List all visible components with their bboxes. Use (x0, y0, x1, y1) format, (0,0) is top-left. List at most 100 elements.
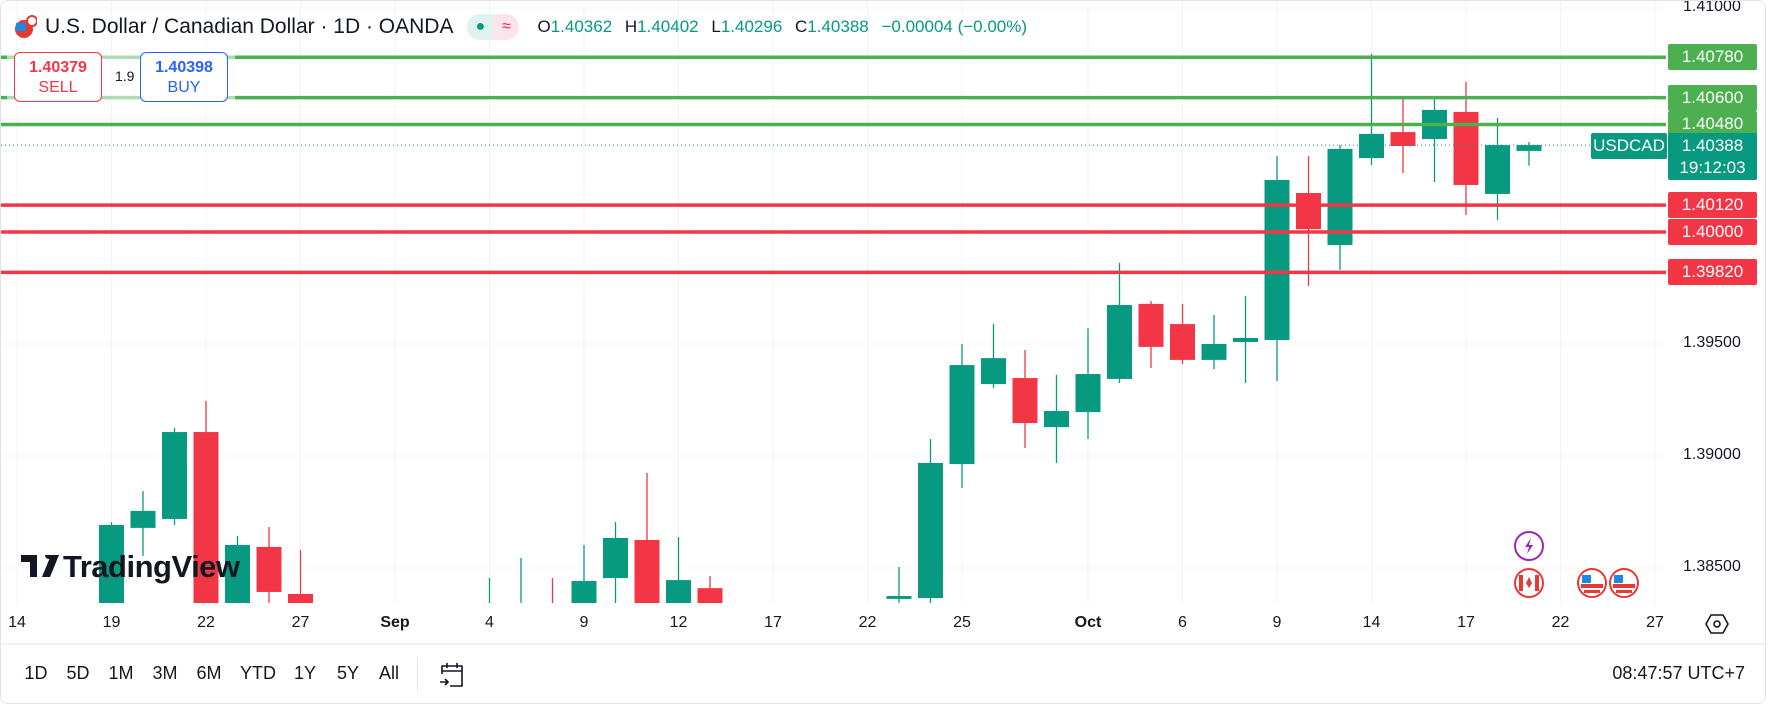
candle-body (162, 432, 187, 519)
candle-body (981, 358, 1006, 385)
candle (634, 473, 660, 603)
high-label: H (624, 17, 638, 36)
candle-body (256, 546, 282, 592)
time-tick-label: 27 (1646, 614, 1664, 631)
range-button-3m[interactable]: 3M (152, 663, 178, 683)
range-button-1m[interactable]: 1M (108, 663, 134, 683)
candle (1107, 262, 1132, 383)
candle-body (697, 588, 723, 603)
range-button-6m[interactable]: 6M (196, 663, 222, 683)
toolbar-separator (417, 657, 418, 691)
support-level-badge: 1.39820 (1668, 259, 1757, 286)
candle-body (1516, 145, 1542, 151)
go-to-date-icon[interactable] (438, 660, 466, 690)
usd-cad-flag-icon (15, 15, 37, 38)
open-value: 1.40362 (550, 17, 613, 36)
candle (1138, 300, 1164, 368)
range-button-5d[interactable]: 5D (66, 663, 90, 683)
candles (99, 53, 1542, 624)
sell-price: 1.40379 (29, 59, 87, 76)
watermark-text: TradingView (63, 549, 240, 584)
last-price-badge: 1.40388 19:12:03 (1668, 133, 1757, 180)
low-value: 1.40296 (720, 17, 783, 36)
support-level-badge: 1.40000 (1668, 219, 1757, 245)
candle (1359, 53, 1384, 166)
candle-body (666, 580, 691, 603)
candle (256, 527, 282, 603)
candle (520, 557, 522, 603)
candle (162, 428, 187, 525)
price-tick-label: 1.39500 (1683, 334, 1741, 351)
time-tick-label: 9 (1272, 614, 1282, 631)
candle (886, 566, 912, 603)
settings-icon[interactable] (1705, 613, 1729, 635)
buy-button[interactable]: 1.40398 BUY (140, 52, 228, 102)
range-button-all[interactable]: All (378, 663, 400, 683)
candle-body (1012, 378, 1038, 424)
candle (949, 344, 975, 489)
candle (603, 522, 628, 603)
candle-body (634, 540, 660, 603)
candle (1390, 98, 1416, 174)
candle-body (1170, 324, 1195, 360)
range-button-1d[interactable]: 1D (24, 663, 48, 683)
candle (1516, 141, 1542, 166)
ohlc-values: O1.40362 H1.40402 L1.40296 C1.40388 −0.0… (537, 17, 1027, 37)
time-tick-label: 17 (1457, 614, 1475, 631)
range-button-1y[interactable]: 1Y (293, 663, 317, 683)
time-tick-label: 22 (197, 614, 215, 631)
us-event-icon[interactable] (1608, 567, 1640, 599)
sell-button[interactable]: 1.40379 SELL (14, 52, 102, 102)
candle (193, 400, 219, 603)
close-value: 1.40388 (807, 17, 869, 36)
candle-body (1138, 303, 1164, 347)
candle-body (130, 510, 156, 528)
candle (1201, 315, 1227, 370)
candle-body (1485, 145, 1510, 194)
time-tick-label: 6 (1178, 614, 1187, 631)
candle-body (1044, 410, 1069, 428)
time-tick-label: 25 (953, 614, 971, 631)
candle (288, 550, 313, 603)
chart-header: U.S. Dollar / Canadian Dollar · 1D · OAN… (13, 13, 1027, 41)
status-pill[interactable]: ● ≈ (467, 14, 520, 40)
timezone-clock[interactable]: 08:47:57 UTC+7 (1612, 663, 1745, 683)
range-button-5y[interactable]: 5Y (336, 663, 360, 683)
price-tick-label: 1.41000 (1683, 0, 1741, 15)
buy-price: 1.40398 (155, 59, 213, 76)
candle-body (1201, 344, 1227, 360)
candle-body (886, 596, 912, 599)
range-button-ytd[interactable]: YTD (240, 663, 276, 683)
indicator-icon: ≈ (493, 14, 520, 40)
support-level-badge: 1.40120 (1668, 192, 1757, 219)
time-tick-label: 27 (291, 614, 310, 631)
candle-body (540, 613, 565, 624)
candle (540, 578, 565, 624)
candle (130, 490, 156, 556)
time-tick-label: 22 (858, 614, 877, 631)
candle (1044, 374, 1069, 463)
time-tick-label: Sep (380, 614, 410, 631)
high-value: 1.40402 (637, 17, 699, 36)
symbol-title[interactable]: U.S. Dollar / Canadian Dollar · 1D · OAN… (45, 15, 454, 38)
candle (1422, 98, 1447, 183)
candle (225, 535, 250, 603)
us-event-icon[interactable] (1576, 567, 1608, 599)
time-tick-label: 12 (669, 614, 688, 631)
symbol-badge: USDCAD (1591, 133, 1667, 159)
buy-label: BUY (167, 79, 201, 96)
bar-countdown: 19:12:03 (1679, 158, 1746, 177)
canada-event-icon[interactable] (1513, 567, 1545, 599)
market-open-icon: ● (467, 14, 494, 40)
resistance-level-badge: 1.40780 (1668, 44, 1757, 71)
tradingview-logo-icon (21, 555, 59, 577)
candle-body (225, 544, 250, 603)
candle-body (571, 580, 597, 603)
gridlines (1, 1, 1666, 603)
time-tick-label: Oct (1074, 614, 1102, 631)
time-tick-label: 17 (764, 614, 782, 631)
candle (571, 544, 597, 603)
lightning-event-icon[interactable] (1513, 530, 1545, 562)
tradingview-watermark: TradingView (21, 549, 240, 585)
